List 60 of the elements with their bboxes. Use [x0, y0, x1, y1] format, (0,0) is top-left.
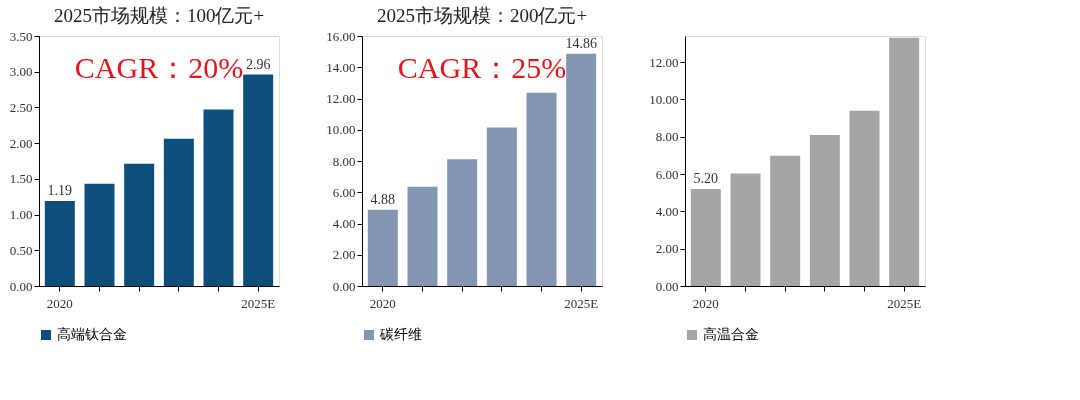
y-tick-label: 6.00 [655, 166, 679, 182]
bar [566, 53, 597, 286]
y-tick-label: 14.00 [326, 59, 356, 75]
bar [124, 163, 155, 286]
y-tick-label: 3.50 [9, 28, 33, 44]
legend-label: 碳纤维 [379, 327, 422, 342]
y-tick-label: 8.00 [655, 129, 679, 145]
data-label: 4.88 [370, 191, 396, 207]
bar [730, 173, 761, 286]
x-tick-label: 2025E [564, 295, 599, 311]
bar [203, 109, 234, 286]
chart-title: 2025市场规模：200亿元+ [376, 5, 588, 26]
y-tick-label: 0.00 [332, 278, 356, 294]
chart-title: 2025市场规模：100亿元+ [53, 5, 265, 26]
x-tick-label: 2025E [241, 295, 276, 311]
bar [243, 74, 274, 286]
bar [849, 110, 880, 286]
y-tick-label: 12.00 [649, 54, 679, 70]
annotation: CAGR：25% [397, 50, 567, 84]
y-tick-label: 3.00 [9, 64, 33, 80]
bar [84, 183, 115, 286]
y-tick-label: 1.50 [9, 171, 33, 187]
legend-label: 高温合金 [703, 327, 759, 342]
bar [447, 159, 478, 286]
bar [526, 92, 557, 286]
y-tick-label: 10.00 [649, 91, 679, 107]
y-tick-label: 16.00 [326, 28, 356, 44]
x-tick-label: 2020 [692, 295, 719, 311]
bar [809, 135, 840, 286]
y-tick-label: 0.50 [9, 242, 33, 258]
y-tick-label: 2.50 [9, 99, 33, 115]
x-tick-label: 2025E [887, 295, 922, 311]
bar [407, 186, 438, 286]
annotation: CAGR：20% [74, 50, 244, 84]
data-label: 5.20 [693, 170, 719, 186]
y-tick-label: 2.00 [655, 241, 679, 257]
y-tick-label: 12.00 [326, 91, 356, 106]
data-label: 1.19 [47, 183, 73, 198]
bar [163, 138, 194, 286]
y-tick-label: 8.00 [332, 153, 356, 169]
bar [889, 37, 920, 286]
y-tick-label: 2.00 [332, 247, 356, 263]
bar [44, 201, 75, 286]
x-tick-label: 2020 [46, 295, 73, 311]
y-tick-label: 4.00 [332, 216, 356, 231]
bar [486, 127, 517, 286]
y-tick-label: 1.00 [9, 207, 33, 223]
y-tick-label: 0.00 [9, 278, 33, 294]
y-tick-label: 0.00 [655, 278, 679, 294]
y-tick-label: 2.00 [9, 135, 33, 151]
y-tick-label: 10.00 [326, 122, 356, 138]
data-label: 2.96 [245, 56, 271, 72]
data-label: 14.86 [565, 35, 597, 51]
bar [770, 155, 801, 286]
y-tick-label: 4.00 [655, 203, 679, 219]
bar [367, 209, 398, 286]
x-tick-label: 2020 [369, 295, 396, 311]
y-tick-label: 6.00 [332, 184, 356, 200]
bar [690, 188, 721, 286]
legend-label: 高端钛合金 [57, 327, 127, 342]
